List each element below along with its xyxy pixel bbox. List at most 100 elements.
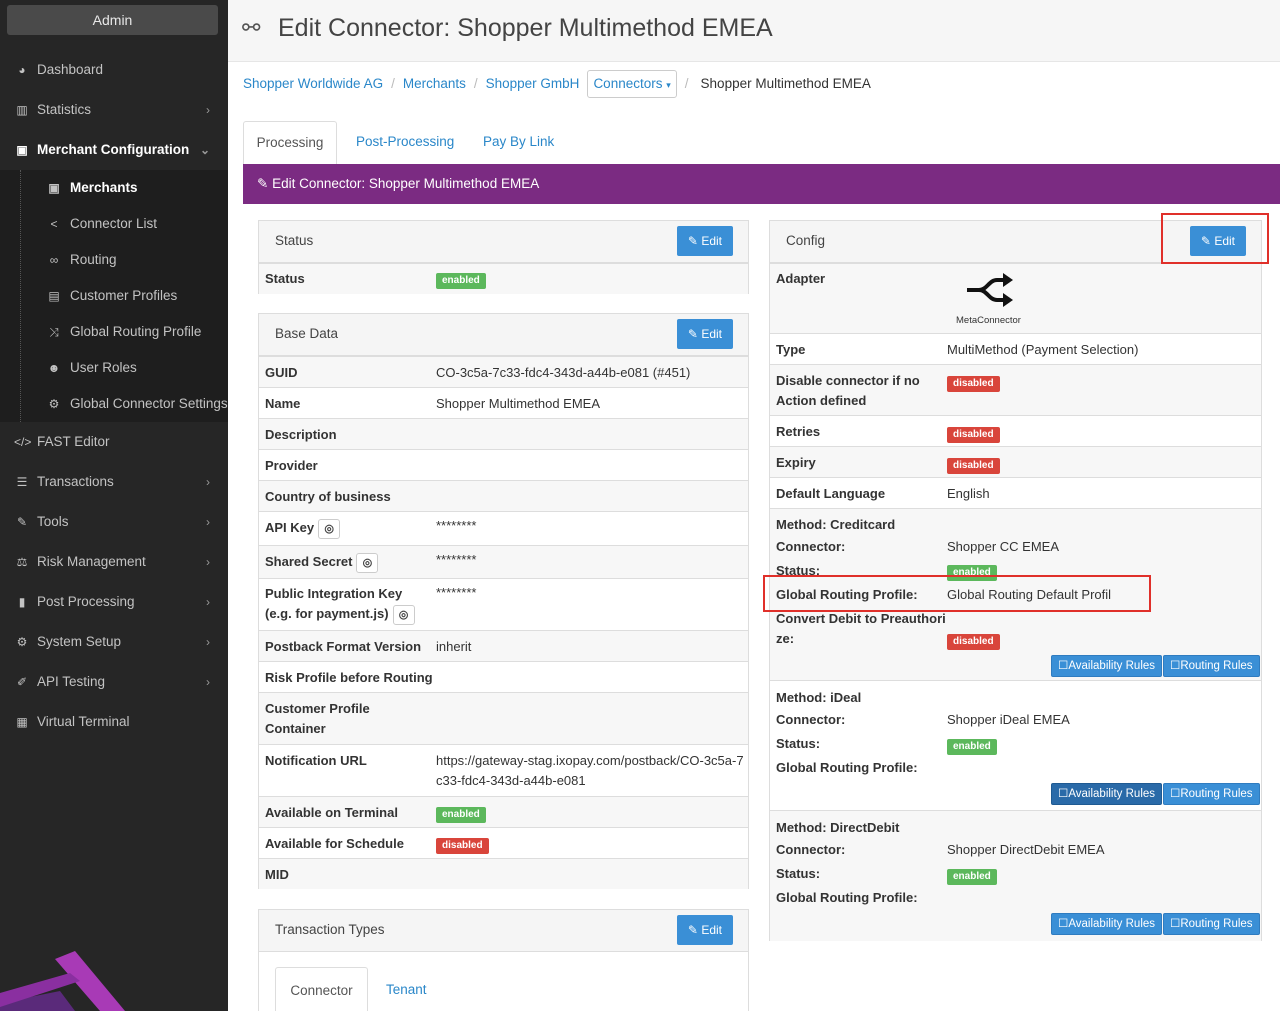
sidebar-item-label: Global Routing Profile: [70, 324, 202, 339]
transaction-types-edit-button[interactable]: ✎ Edit: [676, 915, 733, 945]
panel-title: Config: [786, 233, 826, 248]
status-badge: disabled: [947, 458, 1000, 474]
transaction-types-tabs: Connector Tenant: [275, 967, 735, 1011]
sidebar-item-label: Merchants: [70, 180, 138, 195]
routing-rules-button[interactable]: ☐Routing Rules: [1163, 655, 1260, 677]
tab-tenant[interactable]: Tenant: [386, 982, 427, 997]
method-title: Method: iDeal: [776, 690, 862, 705]
sidebar-item-post-processing[interactable]: ▮ Post Processing ›: [0, 582, 228, 622]
method-creditcard: Method: Creditcard Connector: Shopper CC…: [770, 508, 1261, 680]
field-label-connector: Connector:: [776, 842, 846, 857]
field-label-status: Status:: [776, 866, 821, 881]
meta-connector-logo: [967, 273, 1013, 307]
sidebar-item-virtual-terminal[interactable]: ▦ Virtual Terminal: [0, 702, 228, 742]
field-label-convert-debit: Convert Debit to Preauthorize:: [776, 611, 946, 646]
sidebar-item-global-connector-settings[interactable]: ⚙ Global Connector Settings: [0, 386, 228, 422]
connectors-dropdown-label: Connectors: [593, 76, 663, 91]
field-label-connector: Connector:: [776, 539, 846, 554]
sidebar-item-dashboard[interactable]: ◕ Dashboard: [0, 50, 228, 90]
sidebar-item-transactions[interactable]: ☰ Transactions ›: [0, 462, 228, 502]
eye-slash-icon[interactable]: ◎: [392, 604, 415, 625]
method-directdebit: Method: DirectDebit Connector: Shopper D…: [770, 810, 1261, 941]
routing-rules-label: Routing Rules: [1180, 788, 1253, 800]
breadcrumb-tenant[interactable]: Shopper Worldwide AG: [243, 76, 384, 91]
routing-rules-button[interactable]: ☐Routing Rules: [1163, 783, 1260, 805]
sidebar-item-routing[interactable]: ∞ Routing: [0, 242, 228, 278]
breadcrumb: Shopper Worldwide AG / Merchants / Shopper G…: [243, 70, 871, 98]
sidebar-item-label: User Roles: [70, 360, 137, 375]
tab-post-processing[interactable]: Post-Processing: [356, 134, 455, 149]
square-icon: ☐: [1058, 788, 1069, 800]
base-data-edit-button[interactable]: ✎ Edit: [676, 319, 733, 349]
field-label-global-routing-profile: Global Routing Profile:: [776, 890, 918, 905]
sidebar-item-label: Risk Management: [37, 554, 146, 569]
edit-label: Edit: [701, 923, 722, 937]
field-value-type: MultiMethod (Payment Selection): [947, 342, 1139, 357]
square-icon: ☐: [1170, 660, 1181, 672]
chevron-right-icon: ›: [206, 475, 210, 489]
field-label: Status: [265, 271, 305, 286]
routing-rules-button[interactable]: ☐Routing Rules: [1163, 913, 1260, 935]
status-badge: disabled: [436, 838, 489, 854]
base-data-panel: Base Data ✎ Edit GUID CO-3c5a-7c33-fdc4-3…: [258, 313, 749, 889]
availability-rules-button[interactable]: ☐Availability Rules: [1051, 783, 1163, 805]
pen-icon: ✐: [16, 675, 28, 689]
status-badge: enabled: [436, 273, 486, 289]
sidebar-item-customer-profiles[interactable]: ▤ Customer Profiles: [0, 278, 228, 314]
field-value-connector: Shopper CC EMEA: [947, 539, 1059, 554]
caret-down-icon: ▾: [666, 80, 671, 90]
sidebar-item-tools[interactable]: ✎ Tools ›: [0, 502, 228, 542]
sidebar-item-merchants[interactable]: ▣ Merchants: [0, 170, 228, 206]
status-badge: enabled: [436, 807, 486, 823]
tab-processing[interactable]: Processing: [243, 121, 337, 165]
field-value-postback-format: inherit: [436, 639, 472, 654]
admin-button[interactable]: Admin: [7, 5, 218, 35]
panel-title: Status: [275, 233, 314, 248]
field-label-retries: Retries: [776, 424, 821, 439]
sidebar-item-global-routing-profile[interactable]: ⤨ Global Routing Profile: [0, 314, 228, 350]
panel-title: Base Data: [275, 326, 339, 341]
status-edit-button[interactable]: ✎ Edit: [676, 226, 733, 256]
sidebar-item-label: Transactions: [37, 474, 114, 489]
eye-slash-icon[interactable]: ◎: [318, 518, 341, 539]
sidebar-item-connector-list[interactable]: < Connector List: [0, 206, 228, 242]
breadcrumb-merchant[interactable]: Shopper GmbH: [485, 76, 580, 91]
config-edit-button[interactable]: ✎ Edit: [1189, 226, 1246, 256]
edit-icon: ✎: [257, 176, 269, 191]
sidebar-item-api-testing[interactable]: ✐ API Testing ›: [0, 662, 228, 702]
availability-rules-button[interactable]: ☐Availability Rules: [1051, 655, 1163, 677]
field-label-notification-url: Notification URL: [265, 753, 367, 768]
field-label-public-key: Public Integration Key (e.g. for payment…: [265, 586, 403, 621]
chevron-right-icon: ›: [206, 103, 210, 117]
connectors-dropdown[interactable]: Connectors ▾: [587, 70, 677, 98]
edit-icon: ✎: [687, 234, 698, 248]
status-badge: disabled: [947, 427, 1000, 443]
eye-slash-icon[interactable]: ◎: [356, 552, 379, 573]
chevron-right-icon: ›: [206, 515, 210, 529]
sidebar-item-risk-management[interactable]: ⚖ Risk Management ›: [0, 542, 228, 582]
status-badge: enabled: [947, 739, 997, 755]
sidebar-item-merchant-configuration[interactable]: ▣ Merchant Configuration ⌄: [0, 130, 228, 170]
availability-rules-button[interactable]: ☐Availability Rules: [1051, 913, 1163, 935]
sidebar-item-fast-editor[interactable]: </> FAST Editor: [0, 422, 228, 462]
edit-icon: ✎: [687, 923, 698, 937]
status-panel: Status ✎ Edit Status enabled: [258, 220, 749, 294]
field-value-default-language: English: [947, 486, 990, 501]
sidebar-item-statistics[interactable]: ▥ Statistics ›: [0, 90, 228, 130]
sidebar-item-user-roles[interactable]: ☻ User Roles: [0, 350, 228, 386]
tab-pay-by-link[interactable]: Pay By Link: [483, 134, 555, 149]
field-label-disable-connector: Disable connector if no Action defined: [776, 373, 920, 408]
edit-icon: ✎: [1200, 234, 1211, 248]
sidebar-item-system-setup[interactable]: ⚙ System Setup ›: [0, 622, 228, 662]
availability-rules-label: Availability Rules: [1068, 918, 1156, 930]
tab-connector[interactable]: Connector: [275, 967, 368, 1011]
field-value-connector: Shopper iDeal EMEA: [947, 712, 1070, 727]
highlight-global-routing-profile: [763, 575, 1151, 612]
square-icon: ☐: [1058, 660, 1069, 672]
scale-icon: ⚖: [16, 555, 28, 569]
sidebar-item-label: Routing: [70, 252, 117, 267]
briefcase-icon: ▣: [16, 143, 28, 157]
sidebar-item-label: Dashboard: [37, 62, 104, 77]
briefcase-icon: ▣: [48, 181, 60, 195]
breadcrumb-merchants[interactable]: Merchants: [402, 76, 466, 91]
